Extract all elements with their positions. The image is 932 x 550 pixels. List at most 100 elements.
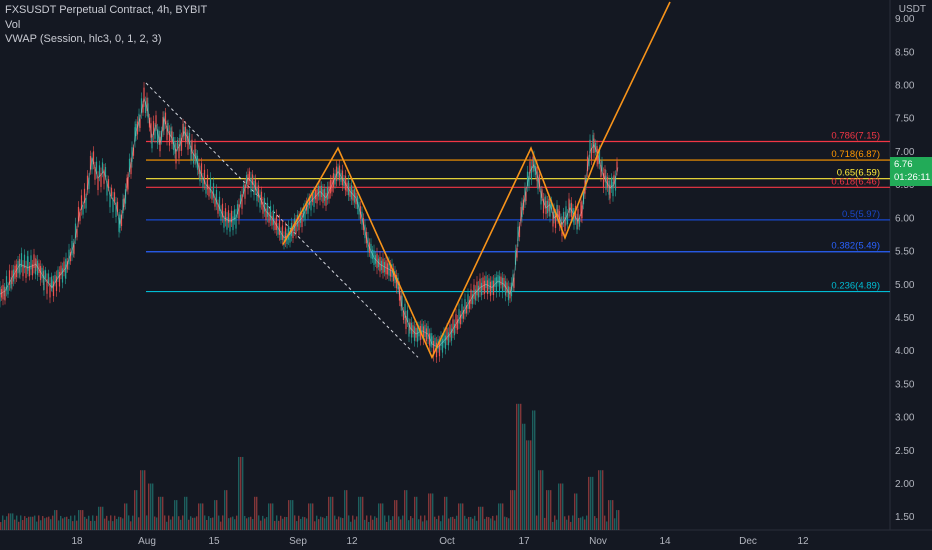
volume-bar	[562, 483, 564, 530]
candle-body	[160, 130, 163, 141]
volume-bar	[32, 516, 34, 530]
candle-body	[98, 165, 101, 177]
fib-level-label: 0.236(4.89)	[831, 281, 880, 292]
time-tick-label: 15	[208, 536, 220, 547]
candle-body	[590, 147, 593, 161]
candle-body	[401, 296, 403, 311]
candle-body	[408, 323, 410, 337]
volume-bar	[360, 496, 362, 530]
candle-body	[239, 194, 242, 204]
volume-bar	[22, 520, 24, 530]
candle-body	[344, 175, 347, 191]
volume-bar	[246, 518, 248, 530]
candle-body	[155, 115, 157, 127]
volume-bar	[556, 519, 558, 530]
candle-body	[232, 216, 234, 231]
candle-body	[424, 324, 426, 337]
candle-body	[269, 206, 272, 221]
candle-body	[33, 254, 35, 268]
candle-body	[581, 205, 583, 219]
time-axis[interactable]: 18 Aug 15 Sep 12 Oct 17 Nov 14 Dec 12	[71, 536, 809, 547]
candle-body	[298, 216, 300, 231]
candle-body	[131, 147, 133, 162]
volume-bar	[36, 521, 38, 530]
candle-body	[60, 265, 62, 276]
volume-bar	[120, 517, 122, 530]
volume-bar	[212, 517, 214, 530]
price-tick-label: 3.00	[895, 413, 915, 424]
candle-body	[410, 322, 413, 338]
volume-bar	[110, 515, 112, 530]
volume-bar	[44, 518, 46, 530]
candle-body	[256, 187, 258, 202]
candle-body	[230, 210, 233, 223]
candle-body	[20, 253, 23, 267]
volume-bar	[284, 516, 286, 530]
volume-bar	[300, 518, 302, 530]
volume-bar	[370, 515, 372, 530]
candle-body	[91, 157, 93, 170]
candle-body	[440, 335, 442, 346]
candle-body	[287, 225, 290, 240]
volume-bar	[4, 519, 6, 530]
candle-body	[280, 230, 282, 240]
candle-body	[415, 327, 417, 338]
candle-body	[560, 217, 562, 227]
candle-body	[541, 189, 543, 198]
candle-body	[31, 264, 34, 276]
candle-body	[158, 130, 160, 141]
volume-bar	[242, 456, 244, 530]
candle-body	[257, 185, 260, 198]
volume-bar	[336, 519, 338, 530]
candle-body	[12, 269, 15, 282]
candle-body	[489, 281, 492, 296]
candle-body	[122, 199, 124, 214]
volume-bar	[448, 518, 450, 530]
candle-body	[138, 113, 140, 127]
volume-bar	[402, 515, 404, 530]
candle-body	[35, 258, 37, 268]
dashed-trend-line	[145, 82, 419, 358]
candle-body	[582, 191, 585, 205]
pattern-polyline[interactable]	[282, 1, 671, 360]
candle-body	[576, 218, 578, 230]
volume-indicator-label[interactable]: Vol	[5, 19, 21, 31]
symbol-title: FXSUSDT Perpetual Contract, 4h, BYBIT	[5, 4, 208, 16]
candle-body	[11, 270, 13, 285]
volume-bar	[82, 510, 84, 530]
candle-body	[311, 193, 314, 203]
candle-body	[89, 156, 92, 170]
candle-body	[196, 155, 199, 170]
volume-bar	[406, 490, 408, 530]
volume-bar	[498, 503, 500, 530]
candle-body	[320, 185, 323, 198]
candle-body	[116, 201, 119, 212]
volume-bar	[196, 516, 198, 530]
candle-body	[223, 215, 225, 228]
volume-bar	[560, 483, 562, 530]
candle-body	[156, 129, 159, 144]
volume-bar	[292, 500, 294, 530]
volume-bar	[340, 517, 342, 530]
volume-bar	[466, 518, 468, 530]
candle-body	[328, 186, 330, 199]
time-tick-label: Dec	[739, 536, 757, 547]
candle-body	[577, 209, 579, 224]
vwap-indicator-label[interactable]: VWAP (Session, hlc3, 0, 1, 2, 3)	[5, 33, 162, 45]
volume-bar	[384, 515, 386, 530]
candle-body	[265, 208, 267, 220]
candle-body	[0, 286, 1, 302]
candle-body	[601, 161, 603, 172]
candle-body	[479, 278, 481, 292]
volume-bar	[552, 521, 554, 530]
candle-body	[176, 140, 179, 149]
candle-body	[572, 208, 574, 219]
candle-body	[135, 123, 137, 137]
volume-bar	[576, 493, 578, 530]
volume-bar	[92, 515, 94, 530]
candle-body	[172, 137, 175, 151]
candle-body	[235, 214, 237, 229]
volume-bar	[312, 503, 314, 530]
volume-bar	[416, 496, 418, 530]
